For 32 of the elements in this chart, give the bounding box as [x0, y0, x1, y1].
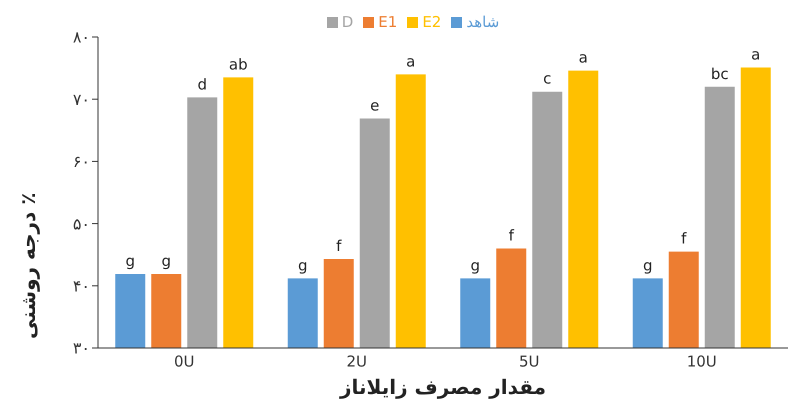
data-label: f: [681, 230, 688, 248]
x-tick-label: 0U: [174, 352, 195, 371]
legend-label: شاهد: [466, 13, 500, 31]
data-label: g: [470, 256, 480, 274]
data-label: f: [336, 237, 342, 256]
data-label: g: [298, 256, 308, 274]
legend-label: E2: [422, 13, 442, 31]
y-tick-label: ۶۰: [72, 152, 90, 172]
y-tick-label: ۸۰: [72, 28, 90, 47]
data-label: g: [642, 256, 653, 274]
legend-label: D: [342, 13, 354, 31]
x-axis-title: مقدار مصرف زایلاناز: [339, 375, 546, 400]
y-tick-label: ۷۰: [72, 90, 90, 109]
data-label: a: [751, 45, 760, 64]
data-label: g: [161, 252, 172, 270]
x-tick-label: 2U: [346, 352, 368, 371]
y-tick-label: ۴۰: [72, 276, 90, 296]
data-label: a: [406, 52, 416, 70]
data-label: c: [543, 70, 552, 88]
x-tick-label: 10U: [686, 352, 717, 371]
data-label: a: [578, 48, 588, 67]
legend-label: E1: [378, 13, 398, 31]
y-tick-label: ۵۰: [72, 214, 90, 234]
data-label: d: [197, 75, 208, 94]
y-axis-title: درجه روشنی ٪: [16, 192, 40, 339]
data-label: g: [125, 252, 136, 270]
data-label: e: [370, 96, 380, 114]
data-label: ab: [228, 55, 248, 74]
x-tick-label: 5U: [518, 352, 540, 371]
y-tick-label: ۳۰: [72, 338, 90, 358]
data-label: bc: [710, 64, 729, 83]
data-label: f: [508, 226, 515, 244]
